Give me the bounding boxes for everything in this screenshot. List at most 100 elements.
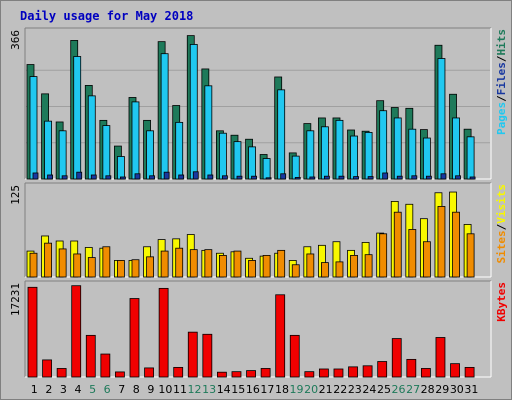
pages-bar: [120, 176, 126, 180]
sites-bar: [73, 253, 82, 278]
day-label: 8: [133, 383, 140, 396]
pages-bar: [411, 175, 418, 180]
files-bar: [219, 132, 227, 180]
files-bar: [262, 158, 271, 180]
hits-panel: [24, 27, 492, 180]
sites-bar: [437, 206, 446, 278]
pages-bar: [76, 171, 83, 180]
kbytes-bar: [231, 371, 242, 378]
files-bar: [146, 130, 154, 180]
sites-bar: [422, 241, 431, 278]
day-label: 12: [188, 383, 202, 396]
day-label: 31: [464, 383, 478, 396]
legend-entry: Files: [495, 62, 508, 95]
pages-bar: [105, 175, 112, 180]
kbytes-bar: [464, 366, 475, 378]
pages-bar: [323, 175, 330, 180]
pages-bar: [163, 171, 170, 180]
visits-panel: [24, 182, 492, 278]
sites-bar: [117, 260, 125, 278]
day-label: 2: [45, 383, 52, 396]
files-bar: [204, 85, 213, 180]
pages-bar: [455, 175, 461, 180]
pages-bar: [367, 176, 374, 180]
day-label: 5: [89, 383, 96, 396]
kbytes-panel: [24, 280, 492, 378]
sites-bar: [189, 249, 198, 278]
files-bar: [422, 137, 431, 180]
files-bar: [452, 117, 460, 180]
legend-entry: /: [495, 223, 508, 230]
pages-bar: [251, 175, 257, 180]
files-bar: [29, 76, 38, 180]
day-label: 14: [217, 383, 231, 396]
kbytes-bar: [260, 368, 271, 378]
sites-bar: [306, 253, 315, 278]
sites-bar: [160, 250, 169, 278]
files-bar: [87, 95, 96, 180]
pages-bar: [353, 176, 359, 180]
sites-bar: [219, 254, 227, 278]
pages-bar: [90, 174, 97, 180]
day-label: 23: [348, 383, 362, 396]
files-bar: [320, 126, 329, 180]
kbytes-bar: [85, 334, 96, 378]
sites-bar: [248, 260, 256, 278]
legend-entry: KBytes: [495, 282, 508, 322]
sites-bar: [408, 229, 417, 278]
files-bar: [131, 101, 140, 180]
kbytes-bar: [391, 338, 402, 378]
files-bar: [117, 156, 125, 180]
legend-entry: /: [495, 55, 508, 62]
kbytes-bar: [450, 363, 460, 378]
y-axis-max-label: 366: [9, 30, 22, 50]
legend: Sites/Visits: [495, 184, 508, 264]
files-bar: [291, 155, 300, 180]
kbytes-bar: [275, 294, 286, 378]
sites-bar: [379, 233, 388, 278]
sites-bar: [146, 256, 154, 278]
kbytes-bar: [435, 337, 446, 378]
kbytes-bar: [158, 287, 169, 378]
kbytes-bar: [129, 298, 140, 378]
day-label: 13: [202, 383, 216, 396]
files-bar: [393, 117, 402, 180]
kbytes-bar: [348, 366, 358, 378]
y-axis-max-label: 17231: [9, 283, 22, 316]
sites-bar: [350, 254, 358, 278]
sites-bar: [364, 254, 373, 278]
pages-bar: [134, 173, 141, 180]
files-bar: [466, 136, 475, 180]
day-label: 27: [406, 383, 420, 396]
chart-title: Daily usage for May 2018: [20, 9, 193, 23]
sites-bar: [335, 261, 344, 278]
sites-bar: [466, 233, 475, 278]
day-label: 24: [362, 383, 376, 396]
pages-bar: [32, 172, 39, 180]
files-bar: [44, 120, 52, 180]
day-label: 4: [74, 383, 81, 396]
kbytes-bar: [100, 353, 111, 378]
kbytes-bar: [362, 365, 373, 378]
pages-bar: [338, 175, 345, 180]
sites-bar: [175, 247, 184, 278]
day-label: 21: [319, 383, 333, 396]
legend-entry: Sites: [495, 230, 508, 263]
day-label: 29: [435, 383, 449, 396]
files-bar: [189, 44, 198, 180]
sites-bar: [29, 252, 38, 278]
sites-bar: [452, 211, 460, 278]
sites-bar: [204, 249, 213, 278]
files-bar: [102, 125, 111, 180]
pages-bar: [265, 177, 272, 180]
kbytes-bar: [406, 358, 417, 378]
files-bar: [306, 130, 315, 180]
pages-bar: [440, 173, 447, 180]
files-bar: [73, 56, 82, 180]
day-label: 11: [173, 383, 187, 396]
day-label: 9: [147, 383, 154, 396]
kbytes-bar: [173, 366, 184, 378]
day-label: 17: [260, 383, 274, 396]
kbytes-bar: [377, 361, 388, 378]
